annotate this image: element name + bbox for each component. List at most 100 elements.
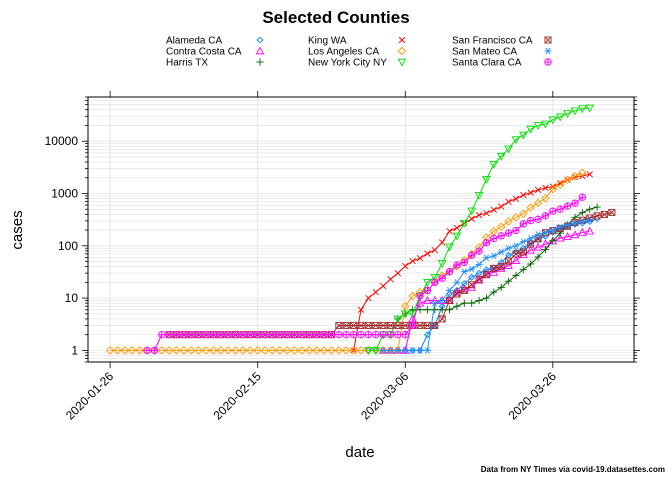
y-tick-label: 10: [65, 291, 79, 305]
data-point: [474, 275, 484, 284]
data-point: [282, 346, 292, 355]
series-king-wa: [350, 171, 593, 354]
data-point: [431, 278, 439, 287]
data-point: [505, 257, 513, 265]
data-point: [489, 267, 499, 276]
data-point: [187, 346, 196, 355]
data-point: [209, 346, 218, 355]
data-point: [254, 330, 262, 339]
data-point: [416, 347, 424, 354]
legend-label: New York City NY: [308, 58, 387, 69]
data-point: [423, 286, 432, 295]
data-point: [453, 224, 461, 232]
data-point: [401, 301, 410, 311]
data-point: [585, 226, 595, 235]
data-point: [216, 346, 226, 355]
data-point: [394, 321, 402, 329]
data-point: [342, 330, 350, 339]
data-point: [187, 330, 195, 339]
data-point: [578, 168, 587, 178]
data-point: [290, 330, 299, 339]
data-point: [519, 248, 527, 256]
data-point: [519, 238, 527, 245]
data-point: [379, 330, 387, 339]
data-point: [467, 207, 477, 216]
source-note: Data from NY Times via covid-19.datasett…: [481, 465, 665, 474]
data-point: [541, 229, 550, 236]
data-point: [327, 346, 336, 355]
data-point: [512, 226, 520, 235]
data-point: [430, 273, 440, 282]
data-point: [357, 306, 365, 313]
data-point: [505, 198, 512, 206]
data-point: [512, 271, 520, 280]
data-point: [571, 219, 579, 227]
data-point: [400, 310, 410, 319]
data-point: [504, 277, 513, 285]
data-point: [490, 252, 498, 260]
series-line: [169, 211, 612, 336]
data-point: [364, 321, 372, 329]
data-point: [158, 330, 166, 339]
data-point: [305, 330, 314, 339]
data-point: [453, 302, 461, 310]
data-point: [504, 145, 513, 154]
data-point: [563, 110, 572, 119]
series-los-angeles-ca: [105, 168, 587, 355]
data-point: [527, 240, 535, 248]
y-tick-label: 1000: [51, 186, 78, 200]
data-point: [468, 215, 475, 223]
data-point: [511, 256, 521, 264]
x-tick-label: 2020-01-26: [63, 369, 117, 423]
data-point: [416, 254, 424, 262]
data-point: [453, 287, 461, 294]
legend-item: San Francisco CA: [452, 36, 552, 47]
data-point: [268, 330, 277, 339]
data-point: [409, 346, 417, 354]
legend-marker: [544, 36, 552, 44]
series-santa-clara-ca: [143, 193, 587, 355]
data-point: [511, 213, 521, 222]
data-point: [556, 205, 564, 213]
data-point: [608, 208, 616, 216]
data-point: [468, 281, 476, 289]
data-point: [276, 330, 284, 339]
data-point: [563, 221, 572, 229]
data-point: [511, 136, 521, 145]
data-point: [555, 180, 565, 190]
data-point: [504, 260, 513, 269]
legend-marker: [256, 58, 264, 66]
data-point: [504, 229, 513, 237]
data-point: [172, 346, 181, 355]
data-point: [438, 297, 446, 304]
data-point: [445, 243, 454, 252]
data-point: [527, 234, 535, 242]
data-point: [512, 195, 520, 202]
data-point: [342, 346, 351, 355]
data-point: [164, 346, 174, 355]
data-point: [482, 175, 491, 184]
legend-item: New York City NY: [308, 58, 407, 69]
data-point: [468, 299, 476, 307]
data-point: [512, 250, 520, 258]
data-point: [577, 227, 587, 236]
data-point: [401, 321, 409, 329]
legend-item: Los Angeles CA: [308, 47, 407, 58]
x-tick-label: 2020-02-15: [211, 369, 265, 423]
data-point: [372, 330, 380, 339]
data-point: [387, 321, 395, 329]
data-point: [438, 274, 446, 282]
data-point: [275, 346, 285, 355]
data-point: [453, 279, 461, 286]
data-point: [290, 346, 299, 355]
x-axis-label: date: [345, 444, 374, 461]
data-point: [483, 210, 490, 217]
data-point: [563, 202, 572, 210]
data-point: [512, 242, 520, 250]
y-axis-label: cases: [9, 210, 26, 249]
data-point: [394, 269, 402, 277]
data-point: [542, 184, 549, 192]
data-point: [504, 244, 513, 252]
